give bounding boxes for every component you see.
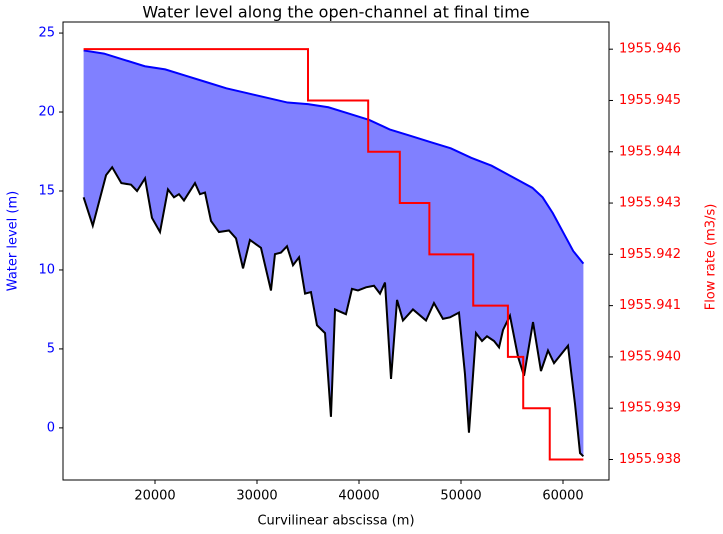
- x-tick-label: 40000: [338, 489, 379, 504]
- x-axis-label: Curvilinear abscissa (m): [257, 514, 414, 529]
- y2-axis-label: Flow rate (m3/s): [704, 204, 719, 311]
- y-tick-label: 20: [38, 105, 55, 120]
- x-tick-label: 60000: [542, 489, 583, 504]
- x-tick-label: 20000: [134, 489, 175, 504]
- y2-tick-label: 1955.938: [619, 452, 681, 467]
- y2-tick-label: 1955.943: [619, 196, 681, 211]
- y-tick-label: 10: [38, 262, 55, 277]
- y2-tick-label: 1955.942: [619, 247, 681, 262]
- y2-tick-label: 1955.941: [619, 298, 681, 313]
- y-tick-label: 15: [38, 183, 55, 198]
- x-tick-label: 50000: [440, 489, 481, 504]
- y-tick-label: 25: [38, 26, 55, 41]
- y-tick-label: 5: [47, 341, 55, 356]
- y2-tick-label: 1955.939: [619, 401, 681, 416]
- y-axis-label: Water level (m): [6, 191, 21, 291]
- y-tick-label: 0: [47, 420, 55, 435]
- y2-tick-label: 1955.946: [619, 42, 681, 57]
- chart-title: Water level along the open-channel at fi…: [142, 3, 529, 22]
- plot-frame: [62, 21, 610, 481]
- series-line: [83, 49, 585, 265]
- x-tick-label: 30000: [236, 489, 277, 504]
- series-line: [82, 165, 585, 458]
- y2-tick-label: 1955.945: [619, 93, 681, 108]
- y2-tick-label: 1955.944: [619, 144, 681, 159]
- y2-tick-label: 1955.940: [619, 349, 681, 364]
- fill-area: [83, 50, 584, 457]
- series-line: [83, 48, 584, 461]
